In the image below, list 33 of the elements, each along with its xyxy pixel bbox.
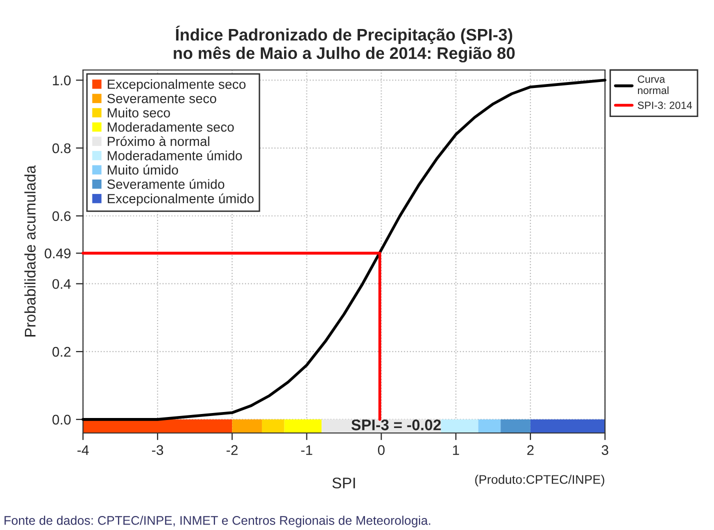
chart-title: Índice Padronizado de Precipitação (SPI-3) no mês de Maio a Julho de 2014: Região 80	[174, 26, 515, 62]
legend-label: Excepcionalmente seco	[108, 79, 246, 92]
legend-label: SPI-3: 2014	[638, 102, 692, 109]
legend-label: Próximo à normal	[108, 136, 210, 146]
legend-label: Severamente seco	[107, 94, 216, 104]
x-axis-title: SPI	[332, 478, 355, 488]
y-tick-label: 0.49	[44, 248, 71, 258]
legend-label: Muito úmido	[108, 164, 178, 175]
x-tick-label: 2	[527, 445, 534, 455]
y-tick-label: 0.8	[52, 143, 71, 154]
legend-label: Severamente úmido	[107, 179, 224, 189]
y-tick-label: 1.0	[52, 76, 71, 86]
source-note: Fonte de dados: CPTEC/INPE, INMET e Centros Regionais de Meteorologia.	[4, 516, 430, 528]
y-tick-label: 0.0	[52, 414, 71, 425]
y-axis-title: Probabilidade acumulada	[24, 165, 36, 336]
x-tick-label: -3	[152, 445, 164, 456]
y-tick-label: 0.2	[52, 346, 70, 357]
x-tick-label: 1	[453, 445, 460, 455]
text: (Produto:CPTEC/INPE)	[475, 474, 604, 486]
x-tick-label: -4	[77, 445, 89, 455]
legend-label: Excepcionalmente úmido	[108, 193, 254, 206]
legend-label: Muito seco	[108, 108, 170, 118]
legend-label: Moderadamente seco	[108, 122, 234, 132]
x-tick-label: 3	[602, 445, 608, 456]
x-tick-label: -2	[226, 445, 238, 455]
legend-label: Moderadamente úmido	[108, 150, 242, 160]
x-tick-label: 0	[378, 445, 385, 456]
y-tick-label: 0.4	[52, 279, 71, 289]
y-tick-label: 0.6	[52, 211, 71, 222]
x-tick-label: -1	[301, 445, 312, 455]
line-series	[82, 78, 606, 421]
annotation: SPI-3 = -0.02	[351, 419, 441, 430]
legend-label: Curva normal	[638, 75, 668, 94]
